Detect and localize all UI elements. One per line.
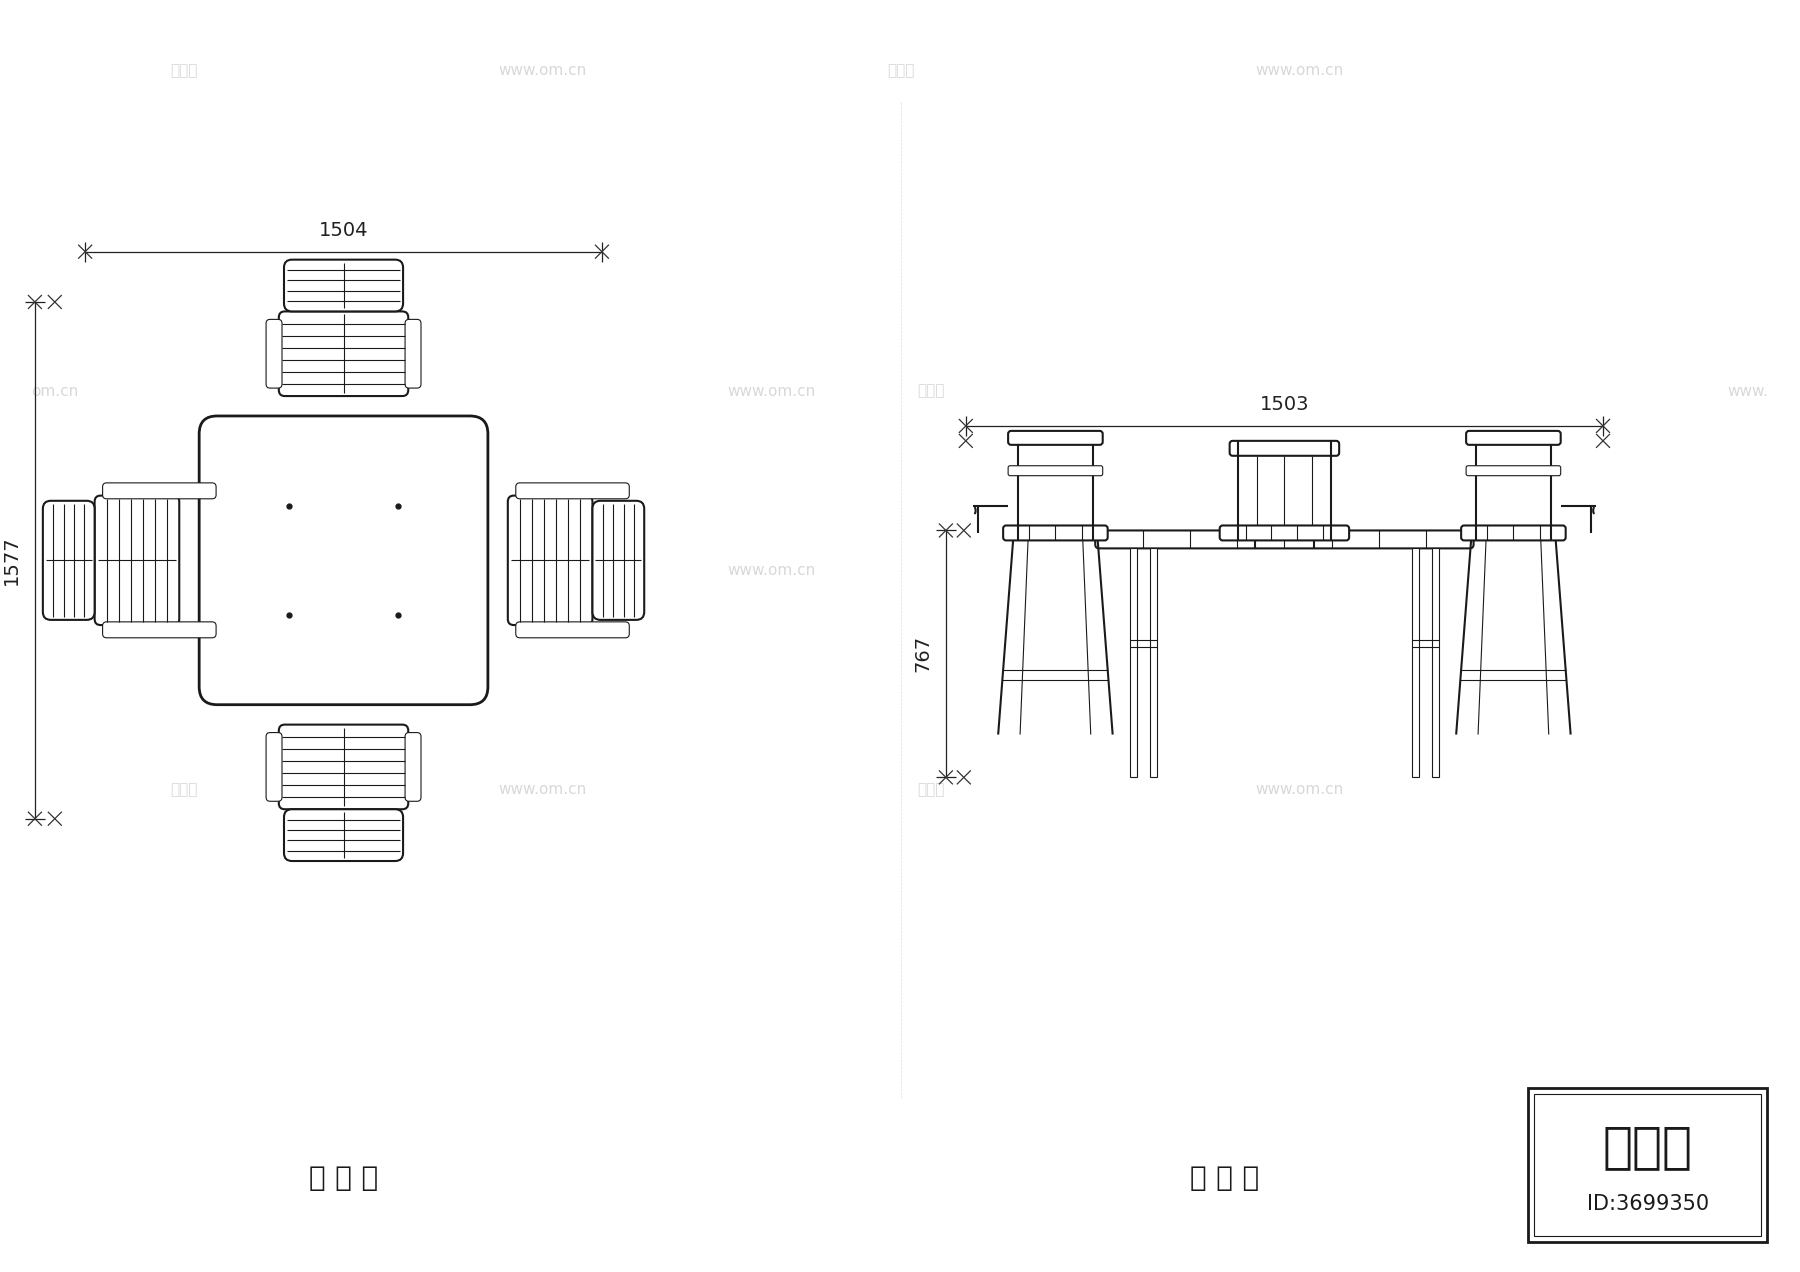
Bar — [1528, 1088, 1768, 1243]
FancyBboxPatch shape — [508, 496, 592, 625]
Text: 1503: 1503 — [1260, 396, 1309, 413]
Text: www.om.cn: www.om.cn — [499, 782, 587, 796]
Text: ID:3699350: ID:3699350 — [1588, 1193, 1708, 1213]
FancyBboxPatch shape — [592, 501, 644, 619]
Text: 欧模网: 欧模网 — [887, 64, 914, 78]
Text: www.om.cn: www.om.cn — [1255, 64, 1343, 78]
FancyBboxPatch shape — [1003, 525, 1107, 541]
Text: 正 视 图: 正 视 图 — [1190, 1164, 1260, 1192]
Text: 欧模网: 欧模网 — [1602, 1123, 1692, 1170]
FancyBboxPatch shape — [1094, 530, 1474, 548]
FancyBboxPatch shape — [1229, 441, 1339, 455]
Text: www.om.cn: www.om.cn — [727, 562, 815, 577]
FancyBboxPatch shape — [95, 496, 180, 625]
FancyBboxPatch shape — [103, 622, 216, 637]
FancyBboxPatch shape — [200, 416, 488, 705]
FancyBboxPatch shape — [279, 312, 409, 396]
FancyBboxPatch shape — [405, 733, 421, 801]
Text: 1504: 1504 — [319, 221, 369, 239]
FancyBboxPatch shape — [284, 259, 403, 312]
FancyBboxPatch shape — [1220, 525, 1350, 541]
Text: 欧模网: 欧模网 — [171, 782, 198, 796]
Text: 欧模网: 欧模网 — [171, 64, 198, 78]
Bar — [1411, 548, 1418, 777]
Text: 767: 767 — [913, 635, 932, 673]
Text: 顶 视 图: 顶 视 图 — [310, 1164, 378, 1192]
Text: www.: www. — [1726, 384, 1768, 398]
FancyBboxPatch shape — [517, 483, 630, 499]
FancyBboxPatch shape — [279, 725, 409, 809]
FancyBboxPatch shape — [1008, 466, 1103, 476]
Bar — [1130, 548, 1138, 777]
Text: www.om.cn: www.om.cn — [727, 384, 815, 398]
FancyBboxPatch shape — [1462, 525, 1566, 541]
Text: om.cn: om.cn — [31, 384, 79, 398]
Text: www.om.cn: www.om.cn — [499, 64, 587, 78]
FancyBboxPatch shape — [1008, 431, 1103, 445]
Text: www.om.cn: www.om.cn — [1255, 782, 1343, 796]
FancyBboxPatch shape — [266, 733, 283, 801]
FancyBboxPatch shape — [517, 622, 630, 637]
Bar — [1534, 1094, 1762, 1236]
Text: 1577: 1577 — [2, 536, 22, 585]
FancyBboxPatch shape — [266, 319, 283, 388]
FancyBboxPatch shape — [43, 501, 95, 619]
FancyBboxPatch shape — [103, 483, 216, 499]
Text: 欧模网: 欧模网 — [918, 782, 945, 796]
Bar — [1431, 548, 1438, 777]
FancyBboxPatch shape — [1467, 466, 1561, 476]
Bar — [1150, 548, 1157, 777]
FancyBboxPatch shape — [405, 319, 421, 388]
FancyBboxPatch shape — [284, 809, 403, 861]
Text: om.cn: om.cn — [380, 562, 427, 577]
Text: 欧模网: 欧模网 — [918, 384, 945, 398]
FancyBboxPatch shape — [1467, 431, 1561, 445]
